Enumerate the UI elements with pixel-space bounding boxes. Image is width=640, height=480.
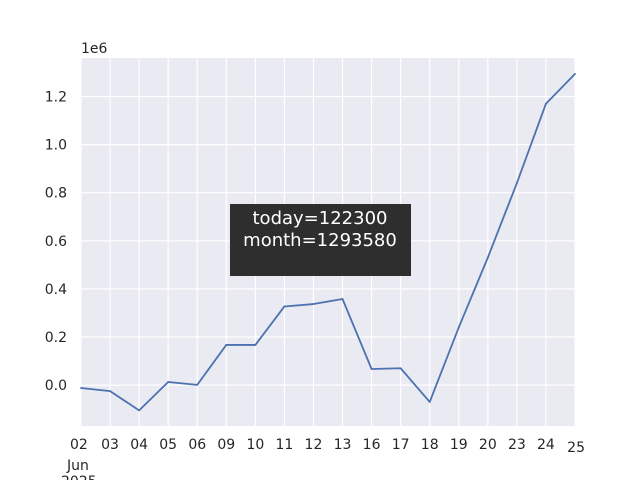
data-point [254,344,257,346]
x-tick-label: 20 [479,437,497,453]
y-axis: 0.0 0.2 0.4 0.6 0.8 1.0 1.2 [45,89,67,394]
data-point [225,344,228,346]
x-tick-label: 24 [537,437,555,453]
data-point [167,381,170,383]
x-tick-sublabel: 2025 [61,474,97,480]
annotation-today: today=122300 [253,208,388,229]
annotation-box: today=122300 month=1293580 [230,204,411,276]
y-tick-label: 0.0 [45,378,67,394]
x-tick-label: 16 [363,437,381,453]
y-tick-label: 0.2 [45,330,67,346]
x-tick-label: 12 [305,437,323,453]
data-point [196,383,199,386]
y-tick-label: 1.0 [45,138,67,154]
data-point [138,409,141,412]
y-tick-label: 0.8 [45,186,67,202]
x-tick-label: 18 [421,437,439,453]
series-layer [80,72,576,412]
data-point [457,326,460,329]
x-tick-label: 09 [217,437,235,453]
data-point [312,303,315,305]
x-tick-label: 13 [334,437,352,453]
data-point [486,256,489,259]
y-axis-offset-label: 1e6 [81,41,108,57]
x-tick-label: 03 [101,437,119,453]
x-tick-label: 10 [246,437,264,453]
x-tick-label: 23 [508,437,526,453]
x-tick-label: 11 [275,437,293,453]
data-point [283,305,286,308]
annotation-month: month=1293580 [243,230,397,251]
data-point [545,102,547,105]
x-tick-label: 02 [70,437,88,453]
data-point [109,390,111,393]
x-tick-label: 17 [392,437,410,453]
x-tick-label: 04 [130,437,148,453]
data-point [370,368,373,370]
data-point [574,72,576,75]
y-tick-label: 0.6 [45,234,67,250]
x-tick-label: 05 [159,437,177,453]
data-point [515,182,518,184]
x-axis: 02 03 04 05 06 09 10 11 12 13 16 17 18 19 20 23 24 25 Jun2… [61,437,585,480]
data-point [428,401,431,403]
series-line [80,73,576,412]
x-tick-label: 19 [450,437,468,453]
y-tick-label: 1.2 [45,89,67,105]
data-point [80,387,82,389]
y-tick-label: 0.4 [45,282,67,298]
x-tick-label: 25 [567,440,585,456]
data-point [341,298,344,300]
annotation-background [230,204,411,276]
data-point [399,367,402,370]
x-tick-label: 06 [188,437,206,453]
x-tick-sublabel: Jun [66,458,89,474]
